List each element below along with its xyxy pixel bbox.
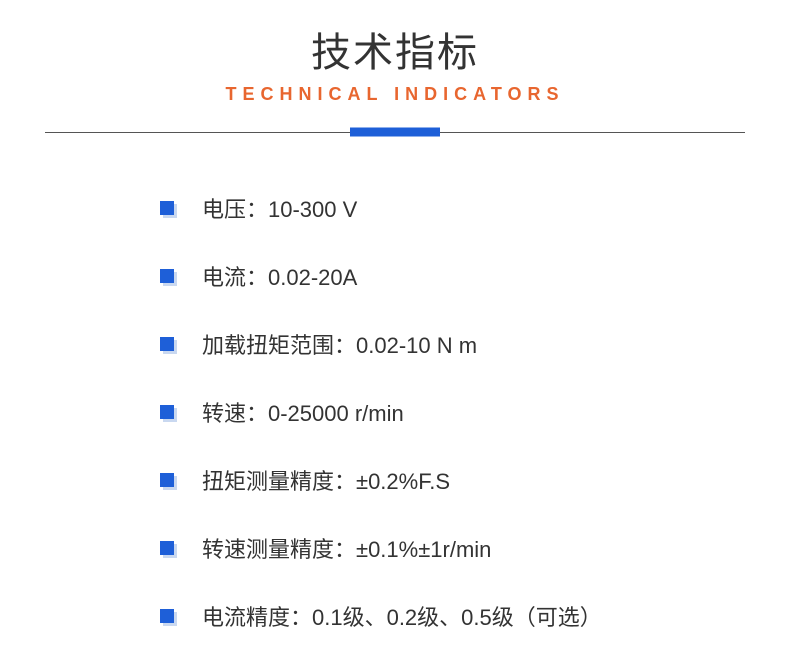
title-chinese: 技术指标 bbox=[0, 20, 790, 78]
bullet-icon bbox=[160, 609, 174, 623]
bullet-icon bbox=[160, 541, 174, 555]
spec-list: 电压：10-300 V 电流：0.02-20A 加载扭矩范围：0.02-10 N… bbox=[0, 192, 790, 632]
page-container: 技术指标 TECHNICAL INDICATORS 电压：10-300 V 电流… bbox=[0, 0, 790, 632]
spec-text: 电流精度：0.1级、0.2级、0.5级（可选） bbox=[202, 600, 602, 632]
list-item: 扭矩测量精度：±0.2%F.S bbox=[160, 464, 790, 496]
list-item: 加载扭矩范围：0.02-10 N m bbox=[160, 328, 790, 360]
list-item: 电流精度：0.1级、0.2级、0.5级（可选） bbox=[160, 600, 790, 632]
spec-text: 电压：10-300 V bbox=[202, 192, 357, 224]
list-item: 电流：0.02-20A bbox=[160, 260, 790, 292]
bullet-icon bbox=[160, 473, 174, 487]
spec-text: 转速测量精度：±0.1%±1r/min bbox=[202, 532, 491, 564]
spec-text: 扭矩测量精度：±0.2%F.S bbox=[202, 464, 450, 496]
spec-text: 转速：0-25000 r/min bbox=[202, 396, 404, 428]
list-item: 电压：10-300 V bbox=[160, 192, 790, 224]
bullet-icon bbox=[160, 405, 174, 419]
spec-text: 电流：0.02-20A bbox=[202, 260, 357, 292]
list-item: 转速测量精度：±0.1%±1r/min bbox=[160, 532, 790, 564]
divider bbox=[45, 127, 745, 137]
list-item: 转速：0-25000 r/min bbox=[160, 396, 790, 428]
spec-text: 加载扭矩范围：0.02-10 N m bbox=[202, 328, 477, 360]
title-english: TECHNICAL INDICATORS bbox=[0, 84, 790, 105]
divider-accent-bar bbox=[350, 128, 440, 137]
bullet-icon bbox=[160, 269, 174, 283]
bullet-icon bbox=[160, 201, 174, 215]
bullet-icon bbox=[160, 337, 174, 351]
